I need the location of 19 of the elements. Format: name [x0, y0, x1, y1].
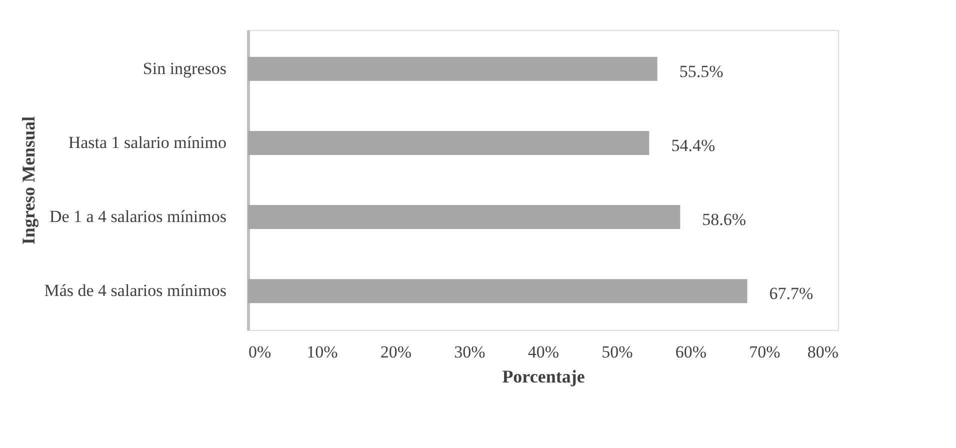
x-tick-label: 0%	[248, 342, 272, 362]
x-tick-label: 10%	[306, 342, 338, 362]
data-label: 58.6%	[702, 210, 746, 230]
x-tick-label: 30%	[454, 342, 486, 362]
x-tick-label: 50%	[602, 342, 633, 362]
data-label: 54.4%	[671, 136, 716, 155]
data-label: 67.7%	[769, 284, 814, 304]
x-tick-label: 80%	[807, 342, 838, 362]
x-axis-title: Porcentaje	[502, 366, 585, 386]
y-tick-label: De 1 a 4 salarios mínimos	[49, 207, 226, 226]
y-axis-title: Ingreso Mensual	[18, 116, 38, 245]
y-tick-label: Hasta 1 salario mínimo	[68, 132, 226, 152]
x-tick-label: 40%	[528, 342, 560, 362]
x-tick-label: 60%	[675, 342, 707, 362]
x-tick-label: 70%	[749, 342, 780, 362]
y-tick-label: Sin ingresos	[142, 58, 226, 78]
data-label: 55.5%	[679, 62, 724, 81]
x-tick-label: 20%	[380, 342, 412, 362]
y-tick-label: Más de 4 salarios mínimos	[44, 281, 226, 300]
